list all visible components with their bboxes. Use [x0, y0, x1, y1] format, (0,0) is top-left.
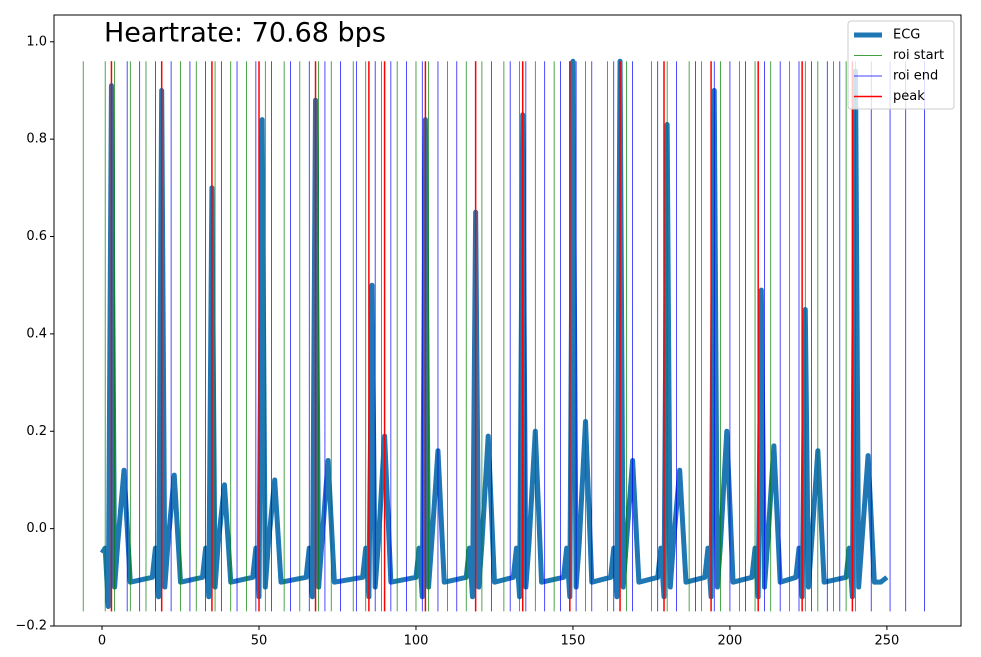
legend-label: peak — [893, 89, 925, 104]
y-tick-label: 0.8 — [26, 132, 47, 147]
x-tick-label: 150 — [561, 634, 586, 649]
legend-label: roi start — [893, 48, 944, 63]
x-tick-label: 200 — [718, 634, 743, 649]
y-tick-label: 0.6 — [26, 229, 47, 244]
y-tick-label: 0.2 — [26, 424, 47, 439]
legend-box — [847, 20, 955, 110]
y-tick-label: 1.0 — [26, 34, 47, 49]
y-tick-label: −0.2 — [15, 619, 47, 634]
legend-label: roi end — [893, 69, 938, 84]
plot-frame — [53, 14, 962, 627]
y-tick-label: 0.0 — [26, 521, 47, 536]
annotation: Heartrate: 70.68 bps — [104, 18, 386, 49]
x-tick-label: 250 — [874, 634, 899, 649]
x-tick-label: 50 — [251, 634, 268, 649]
x-tick-label: 100 — [404, 634, 429, 649]
legend-label: ECG — [893, 28, 920, 43]
y-tick-label: 0.4 — [26, 326, 47, 341]
x-tick-label: 0 — [98, 634, 106, 649]
